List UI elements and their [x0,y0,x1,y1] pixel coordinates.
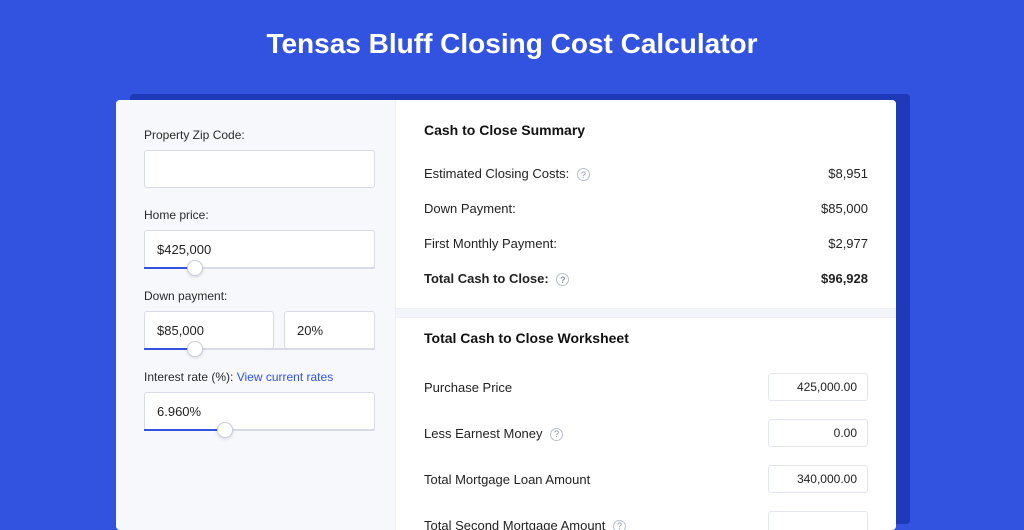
home-price-input[interactable] [144,230,375,268]
results-panel: Cash to Close Summary Estimated Closing … [396,100,896,530]
summary-row-total: Total Cash to Close: ? $96,928 [424,261,868,296]
summary-value: $96,928 [821,271,868,286]
worksheet-title: Total Cash to Close Worksheet [424,330,868,346]
slider-fill [144,429,225,431]
calculator-card: Property Zip Code: Home price: Down paym… [116,100,896,530]
help-icon[interactable]: ? [613,520,626,530]
inputs-panel: Property Zip Code: Home price: Down paym… [116,100,396,530]
summary-label: Down Payment: [424,201,516,216]
interest-rate-label: Interest rate (%): View current rates [144,370,375,384]
worksheet-value[interactable]: 425,000.00 [768,373,868,401]
summary-title: Cash to Close Summary [424,122,868,138]
worksheet-label: Total Mortgage Loan Amount [424,472,590,487]
worksheet-row-mortgage-amount: Total Mortgage Loan Amount 340,000.00 [424,456,868,502]
summary-row-first-payment: First Monthly Payment: $2,977 [424,226,868,261]
worksheet-row-second-mortgage: Total Second Mortgage Amount ? [424,502,868,530]
view-rates-link[interactable]: View current rates [237,370,334,384]
summary-value: $8,951 [828,166,868,181]
summary-label: Estimated Closing Costs: [424,166,569,181]
worksheet-row-earnest-money: Less Earnest Money ? 0.00 [424,410,868,456]
worksheet-value[interactable]: 0.00 [768,419,868,447]
worksheet-label: Total Second Mortgage Amount [424,518,605,530]
summary-row-closing-costs: Estimated Closing Costs: ? $8,951 [424,156,868,191]
interest-rate-label-text: Interest rate (%): [144,370,237,384]
interest-rate-slider[interactable] [144,429,375,431]
help-icon[interactable]: ? [577,168,590,181]
worksheet-label: Purchase Price [424,380,512,395]
home-price-slider[interactable] [144,267,375,269]
summary-value: $85,000 [821,201,868,216]
worksheet-value[interactable] [768,511,868,530]
zip-input[interactable] [144,150,375,188]
down-payment-percent-input[interactable] [284,311,375,349]
summary-label: First Monthly Payment: [424,236,557,251]
interest-rate-input[interactable] [144,392,375,430]
interest-rate-field-group: Interest rate (%): View current rates [144,370,375,431]
slider-thumb[interactable] [217,422,233,438]
home-price-field-group: Home price: [144,208,375,269]
help-icon[interactable]: ? [550,428,563,441]
worksheet-row-purchase-price: Purchase Price 425,000.00 [424,364,868,410]
page-title: Tensas Bluff Closing Cost Calculator [0,0,1024,80]
down-payment-slider[interactable] [144,348,375,350]
worksheet-label: Less Earnest Money [424,426,543,441]
summary-label: Total Cash to Close: [424,271,549,286]
summary-row-down-payment: Down Payment: $85,000 [424,191,868,226]
section-divider [396,308,896,318]
home-price-label: Home price: [144,208,375,222]
slider-thumb[interactable] [187,341,203,357]
down-payment-label: Down payment: [144,289,375,303]
zip-field-group: Property Zip Code: [144,128,375,188]
help-icon[interactable]: ? [556,273,569,286]
down-payment-amount-input[interactable] [144,311,274,349]
summary-value: $2,977 [828,236,868,251]
down-payment-field-group: Down payment: [144,289,375,350]
zip-label: Property Zip Code: [144,128,375,142]
slider-thumb[interactable] [187,260,203,276]
worksheet-value[interactable]: 340,000.00 [768,465,868,493]
